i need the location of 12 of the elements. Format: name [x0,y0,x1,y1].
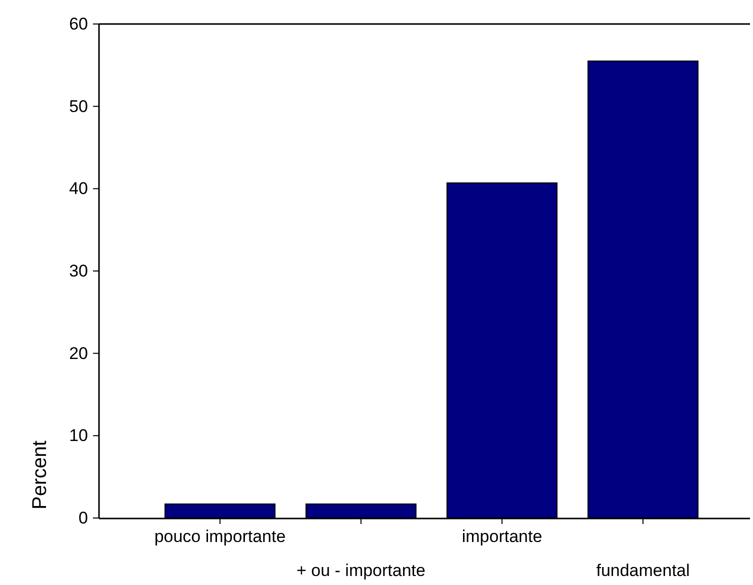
y-tick-label: 10 [69,426,88,446]
y-tick-label: 20 [69,344,88,363]
y-tick-label: 60 [69,14,88,34]
x-tick-label: + ou - importante [296,561,426,580]
x-tick-label: fundamental [596,561,690,580]
y-axis-title: Percent [29,440,51,510]
y-tick-label: 40 [69,179,88,198]
x-tick-label: pouco importante [154,527,286,546]
y-tick-label: 50 [69,96,88,116]
y-tick-label: 30 [69,261,88,280]
x-tick-label: importante [462,527,542,546]
y-tick-label: 0 [78,508,88,528]
